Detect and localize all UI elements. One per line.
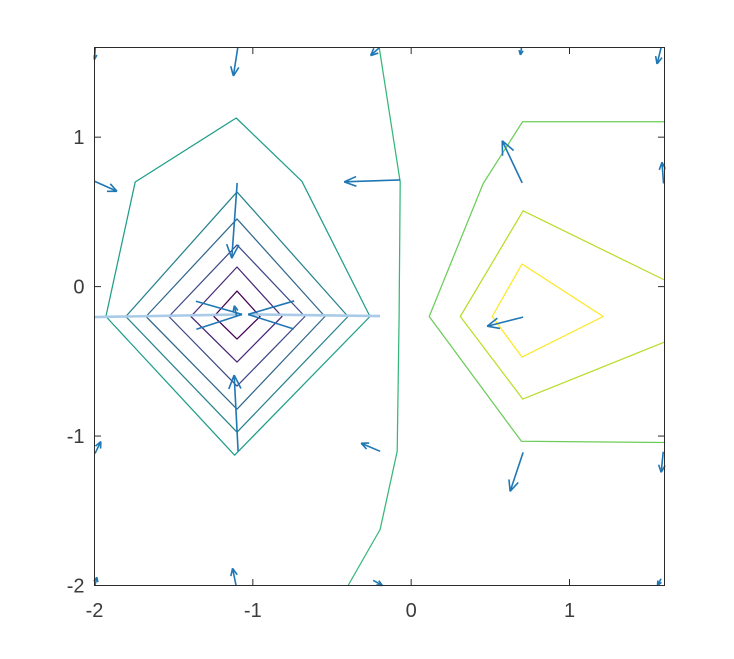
- quiver-arrow: [486, 316, 524, 330]
- y-tick-label: 1: [73, 127, 84, 149]
- arrow-head-barb: [229, 66, 235, 77]
- arrow-head-barb: [508, 479, 511, 492]
- arrow-shaft: [501, 140, 523, 184]
- arrow-head-barb: [657, 581, 662, 587]
- quiver-arrow: [229, 47, 240, 77]
- x-tick-label: 1: [564, 600, 575, 622]
- arrow-head-barb: [233, 374, 242, 389]
- arrow-head-barb: [487, 325, 501, 330]
- arrow-head-barb: [654, 55, 658, 65]
- x-tick-label: -2: [86, 600, 104, 622]
- arrow-head-barb: [196, 313, 243, 331]
- quiver-arrow: [225, 182, 240, 259]
- contour-line-right-ring-outer: [428, 121, 665, 444]
- arrow-head-barb: [94, 440, 102, 447]
- arrow-head-barb: [378, 580, 383, 586]
- arrow-shaft: [232, 47, 239, 77]
- quiver-arrow: [232, 305, 239, 317]
- arrow-shaft: [230, 182, 238, 259]
- arrow-shaft: [360, 442, 381, 453]
- quiver-arrow: [508, 452, 524, 492]
- contour-line-left-ring-5: [125, 191, 349, 433]
- quiver-arrow: [247, 300, 381, 330]
- arrow-shaft: [94, 180, 118, 192]
- y-tick-label: 0: [73, 277, 84, 299]
- arrow-head-barb: [232, 305, 236, 312]
- axes-frame: [94, 47, 665, 586]
- quiver-arrow: [228, 374, 242, 452]
- arrow-head-barb: [109, 183, 118, 192]
- quiver-arrow: [230, 567, 238, 586]
- axes-frame-layer: [94, 47, 665, 586]
- arrow-shaft: [231, 568, 237, 586]
- quiver-arrow: [360, 442, 381, 453]
- quiver-arrow: [343, 175, 401, 188]
- y-tick-label: -2: [67, 576, 85, 598]
- arrow-head-barb: [369, 47, 375, 56]
- arrow-shaft: [233, 375, 239, 452]
- arrow-head-barb: [231, 567, 238, 576]
- arrow-head-barb: [195, 300, 243, 316]
- arrow-head-barb: [658, 162, 663, 171]
- quiver-arrow: [369, 46, 381, 57]
- quiver-arrow: [94, 440, 102, 454]
- arrow-shaft: [248, 313, 381, 318]
- arrow-head-barb: [501, 140, 515, 152]
- arrow-head-barb: [343, 181, 357, 188]
- y-tick-label: -1: [67, 426, 85, 448]
- contour-line-right-ring-inner: [491, 263, 604, 358]
- arrow-head-barb: [247, 300, 295, 316]
- arrow-shaft: [94, 441, 102, 454]
- arrow-head-barb: [230, 568, 234, 577]
- contour-line-right-ring-middle: [459, 210, 665, 400]
- arrow-shaft: [661, 162, 665, 184]
- quiver-arrow: [94, 180, 118, 193]
- contour-line-left-ring-2: [190, 266, 283, 363]
- arrow-shaft: [94, 313, 243, 319]
- arrow-head-barb: [225, 243, 233, 259]
- arrow-shaft: [486, 316, 524, 327]
- arrow-head-barb: [360, 442, 368, 450]
- arrow-head-barb: [486, 317, 498, 327]
- arrow-head-barb: [232, 67, 240, 77]
- arrow-head-barb: [657, 464, 662, 473]
- quiver-arrow: [501, 140, 523, 184]
- quiver-arrow: [658, 161, 666, 184]
- x-tick-label: 0: [406, 600, 417, 622]
- quiver-arrow: [94, 300, 243, 331]
- arrow-head-barb: [519, 50, 524, 56]
- quiver-arrow: [654, 47, 663, 65]
- quiver-arrow: [656, 578, 662, 587]
- arrow-head-barb: [343, 175, 357, 183]
- arrow-head-barb: [370, 52, 379, 57]
- arrow-head-barb: [509, 481, 519, 492]
- contour-line-left-ring-3: [168, 244, 306, 387]
- quiver-arrows-layer: [93, 46, 666, 587]
- arrow-shaft: [370, 46, 381, 57]
- arrow-head-barb: [656, 57, 663, 65]
- contour-line-left-ring-4: [145, 218, 326, 410]
- arrow-shaft: [656, 47, 662, 65]
- arrow-head-barb: [228, 374, 235, 390]
- contour-line-zero-level-line: [347, 47, 401, 586]
- arrow-shaft: [509, 452, 524, 492]
- quiver-arrow: [372, 579, 383, 587]
- x-tick-label: -1: [244, 600, 262, 622]
- arrow-head-barb: [247, 313, 295, 330]
- arrow-shaft: [660, 451, 665, 473]
- arrow-head-barb: [661, 161, 666, 170]
- tick-labels-layer: -2 -1 0 1 -2 -1 0 1: [67, 127, 575, 622]
- quiver-arrow: [518, 47, 524, 56]
- contour-line-left-ring-6-outermost: [105, 117, 371, 456]
- arrow-head-barb: [231, 244, 240, 259]
- arrow-shaft: [344, 179, 401, 183]
